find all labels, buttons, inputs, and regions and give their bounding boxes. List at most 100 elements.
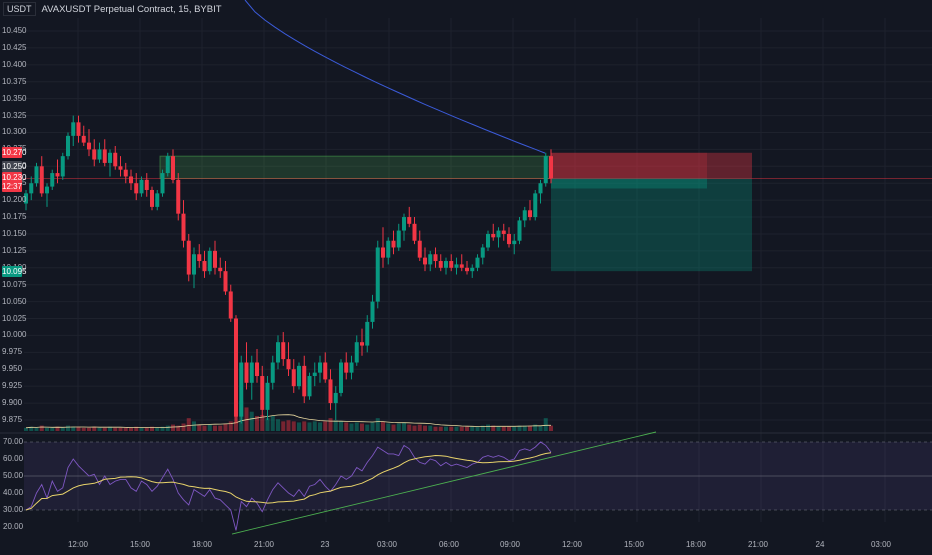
rsi-line [25,441,552,531]
volume-bar [249,411,254,431]
symbol-title[interactable]: AVAXUSDT Perpetual Contract, 15, BYBIT [41,3,222,15]
candle-body [160,173,165,194]
candle-body [459,264,464,268]
volume-bar [291,421,296,431]
candle-body [538,183,543,194]
candle-body [207,250,212,272]
volume-bar [192,421,196,431]
volume-bar [533,424,538,431]
volume-bar [423,425,427,431]
candle-body [307,376,312,397]
volume-bar [102,427,107,431]
volume-bar [144,427,149,431]
candle-body [486,233,490,248]
currency-unit[interactable]: USDT [3,2,36,16]
candle-body [234,318,238,417]
volume-bar [34,427,39,431]
candle-body [470,267,475,272]
moving-average-line [244,0,546,154]
volume-bar [449,426,454,431]
price-tag: 10.095 [2,265,27,277]
candle-body [255,362,259,377]
volume-bar [344,422,349,431]
volume-bar [118,427,123,431]
candle-body [244,362,249,383]
candle-body [412,223,417,241]
price-tick-label: 10.175 [2,212,27,222]
candle-body [333,392,338,404]
time-tick-label: 03:00 [376,540,398,549]
demand-zone [159,155,551,179]
volume-bar [39,425,44,431]
candle-body [102,149,107,163]
volume-bar [81,427,86,431]
rsi-tick-label: 60.00 [3,454,24,463]
price-tick-label: 9.875 [2,415,23,424]
profit-progress [551,178,707,189]
volume-bar [333,420,338,431]
time-tick-label: 15:00 [129,540,151,549]
candle-body [417,240,422,258]
volume-bar [255,416,259,431]
candle-body [218,267,223,272]
volume-bar [312,421,317,431]
candle-body [260,376,265,410]
candle-body [213,250,217,268]
price-tick-label: 9.950 [2,364,23,374]
volume-bar [197,424,202,431]
volume-bar [543,418,548,431]
candle-body [396,230,401,248]
candle-body [286,359,291,370]
volume-bar [92,426,97,431]
volume-bar [433,426,438,431]
candle-body [87,142,91,150]
candle-body [144,179,149,190]
volume-bar [160,426,165,431]
candle-body [92,149,97,160]
volume-bar [354,422,359,431]
price-tag: 12:37 [2,181,23,193]
volume-bar [323,421,328,431]
candle-body [66,135,70,157]
volume-bar [428,425,433,431]
candle-body [360,342,364,346]
rsi-tick-label: 50.00 [3,471,24,480]
candle-body [265,382,270,410]
take-profit-zone [551,178,752,272]
price-tick-label: 10.200 [2,195,27,205]
candle-body [312,372,317,377]
candle-body [223,271,228,292]
candle-body [386,240,391,258]
volume-bar [244,407,249,431]
candle-body [543,156,548,184]
time-tick-label: 23 [320,540,330,549]
candle-body [549,156,553,179]
volume-bar [507,426,511,431]
candle-body [123,169,128,177]
time-tick-label: 03:00 [870,540,892,549]
price-tick-label: 9.975 [2,347,23,357]
volume-bar [318,422,322,431]
candle-body [29,183,34,194]
candle-body [365,321,370,346]
candle-body [339,362,343,393]
volume-bar [396,423,401,431]
price-tick-label: 9.925 [2,381,23,391]
rsi-tick-label: 30.00 [3,505,24,514]
candle-body [270,362,275,383]
volume-bar [165,425,170,431]
price-tick-label: 10.325 [2,110,27,120]
candle-body [465,267,469,272]
volume-bar [470,426,475,431]
candle-body [433,254,438,262]
volume-bar [55,426,60,431]
candle-body [391,240,396,248]
volume-bar [360,423,364,431]
candle-body [276,342,280,363]
time-tick-label: 18:00 [191,540,213,549]
volume-bar [123,427,128,431]
volume-bar [412,425,417,431]
candle-body [281,342,286,360]
